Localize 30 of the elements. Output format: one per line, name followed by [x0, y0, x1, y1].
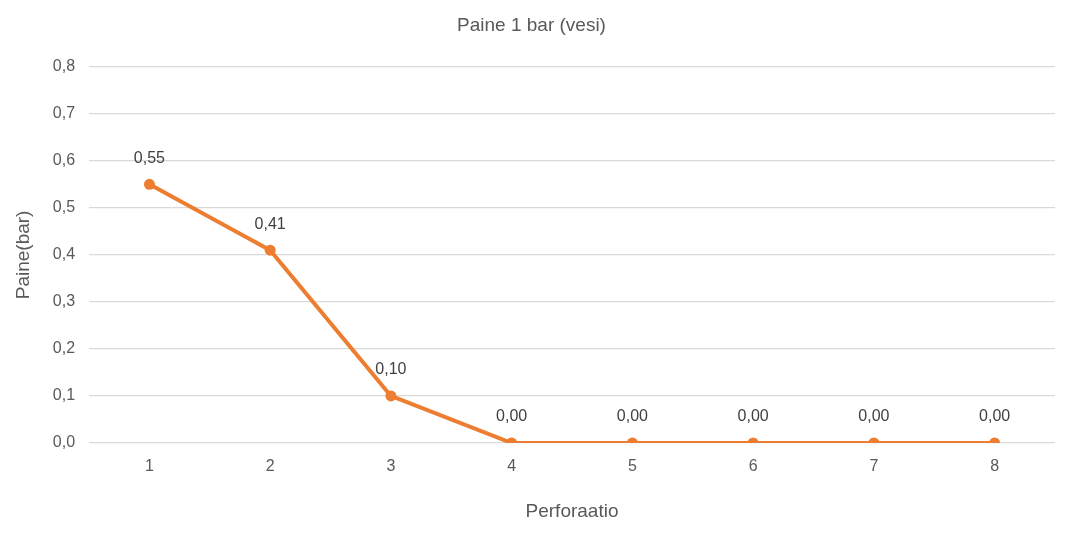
- y-tick-label: 0,6: [52, 151, 76, 169]
- point: [143, 178, 155, 190]
- x-tick-label: 3: [386, 457, 396, 475]
- y-tick-label: 0,5: [52, 198, 76, 216]
- y-axis-title: Paine(bar): [11, 210, 33, 300]
- data-label: 0,55: [133, 148, 166, 166]
- x-tick-label: 1: [144, 457, 154, 475]
- data-label: 0,00: [737, 407, 769, 425]
- x-tick-label: 8: [990, 457, 1000, 475]
- x-tick-label: 2: [265, 457, 275, 475]
- x-axis-title: Perforaatio: [525, 499, 619, 521]
- y-tick-label: 0,8: [52, 57, 76, 75]
- data-label: 0,41: [254, 214, 286, 232]
- y-tick-label: 0,7: [52, 104, 76, 122]
- x-tick-label: 4: [507, 457, 517, 475]
- x-tick-label: 5: [627, 457, 637, 475]
- data-label: 0,00: [979, 407, 1011, 425]
- point: [264, 244, 276, 256]
- chart-title: Paine 1 bar (vesi): [457, 13, 606, 35]
- y-tick-label: 0,2: [52, 339, 76, 357]
- data-label: 0,00: [616, 407, 649, 425]
- y-tick-label: 0,0: [52, 433, 76, 451]
- y-tick-label: 0,1: [52, 386, 76, 404]
- data-label: 0,00: [496, 407, 528, 425]
- y-tick-label: 0,4: [52, 245, 76, 263]
- x-tick-label: 7: [869, 457, 879, 475]
- y-tick-label: 0,3: [52, 292, 76, 310]
- x-tick-label: 6: [748, 457, 758, 475]
- data-label: 0,00: [858, 407, 890, 425]
- data-label: 0,10: [375, 360, 407, 378]
